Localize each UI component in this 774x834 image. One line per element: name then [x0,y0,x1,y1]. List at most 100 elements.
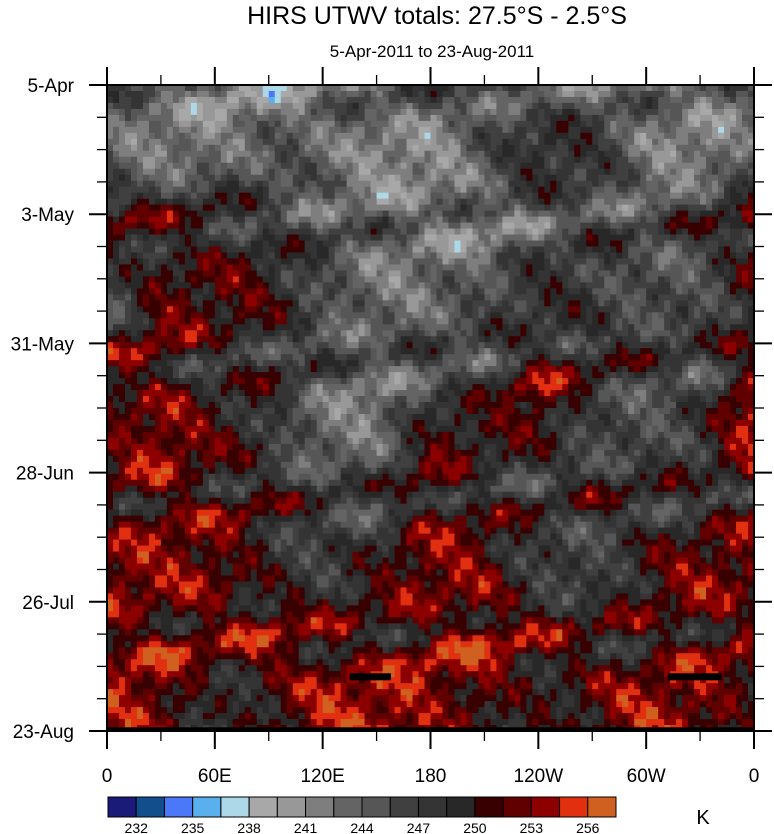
heatmap-cell [724,222,731,229]
heatmap-cell [670,324,677,331]
heatmap-cell [706,354,713,361]
heatmap-cell [376,234,383,241]
heatmap-cell [466,126,473,134]
heatmap-cell [640,216,647,223]
heatmap-cell [442,108,449,116]
heatmap-cell [238,150,246,158]
heatmap-cell [406,198,413,206]
heatmap-cell [112,216,120,223]
heatmap-cell [574,276,581,283]
heatmap-cell [718,174,725,182]
heatmap-cell [340,282,348,289]
heatmap-cell [328,276,336,283]
heatmap-cell [658,180,665,188]
heatmap-cell [424,306,431,313]
heatmap-cell [598,180,605,188]
heatmap-cell [694,294,701,301]
heatmap-cell [706,312,713,319]
heatmap-cell [568,300,575,307]
heatmap-cell [292,270,300,277]
heatmap-cell [616,120,623,128]
heatmap-cell [676,318,683,325]
heatmap-cell [418,108,425,116]
heatmap-cell [292,90,300,98]
heatmap-cell [244,264,252,271]
heatmap-cell [628,90,635,98]
heatmap-cell [706,324,713,331]
heatmap-cell [388,228,395,235]
heatmap-cell [262,216,270,223]
heatmap-cell [136,216,144,223]
heatmap-cell [352,150,360,158]
heatmap-cell [346,264,354,271]
heatmap-cell [124,162,132,170]
heatmap-cell [586,246,593,253]
heatmap-cell [724,252,731,259]
heatmap-cell [232,204,240,212]
heatmap-cell [682,156,689,164]
heatmap-cell [538,324,545,331]
heatmap-cell [286,126,294,134]
heatmap-cell [742,198,749,206]
heatmap-cell [622,258,629,265]
heatmap-cell [472,222,479,229]
heatmap-cell [448,120,455,128]
heatmap-cell [736,288,743,295]
heatmap-cell [442,222,449,229]
heatmap-cell [724,144,731,152]
heatmap-cell [700,300,707,307]
heatmap-cell [304,138,312,146]
heatmap-cell [436,108,443,116]
heatmap-cell [682,198,689,206]
heatmap-cell [406,288,413,295]
heatmap-cell [490,240,497,247]
heatmap-cell [406,354,413,361]
heatmap-cell [688,240,695,247]
heatmap-cell [370,156,377,164]
heatmap-cell [358,354,365,361]
heatmap-cell [730,300,737,307]
heatmap-cell [640,150,647,158]
heatmap-cell [418,240,425,247]
heatmap-cell [466,162,473,170]
heatmap-cell [394,126,401,134]
heatmap-cell [160,168,168,176]
heatmap-cell [214,252,222,259]
heatmap-cell [646,318,653,325]
heatmap-cell [172,258,180,265]
heatmap-cell [676,186,683,194]
heatmap-cell [562,192,569,200]
heatmap-cell [214,132,222,140]
heatmap-cell [544,342,551,349]
heatmap-cell [610,144,617,152]
heatmap-cell [196,85,204,92]
heatmap-cell [166,120,174,128]
heatmap-cell [490,216,497,223]
heatmap-cell [280,354,288,361]
heatmap-cell [592,306,599,313]
heatmap-cell [688,162,695,170]
heatmap-cell [196,228,204,235]
heatmap-cell [688,228,695,235]
heatmap-cell [220,144,228,152]
heatmap-cell [400,96,407,104]
heatmap-cell [400,312,407,319]
heatmap-cell [316,114,324,122]
heatmap-cell [280,300,288,307]
heatmap-cell [316,222,324,229]
heatmap-cell [310,174,318,182]
heatmap-cell [136,228,144,235]
heatmap-cell [142,270,150,277]
heatmap-cell [706,300,713,307]
heatmap-cell [502,228,509,235]
heatmap-cell [658,312,665,319]
heatmap-cell [604,234,611,241]
heatmap-cell [616,270,623,277]
heatmap-cell [544,150,551,158]
heatmap-cell [496,252,503,259]
heatmap-cell [412,306,419,313]
heatmap-cell [670,288,677,295]
heatmap-cell [556,288,563,295]
heatmap-cell [544,192,551,200]
heatmap-cell [526,264,533,271]
